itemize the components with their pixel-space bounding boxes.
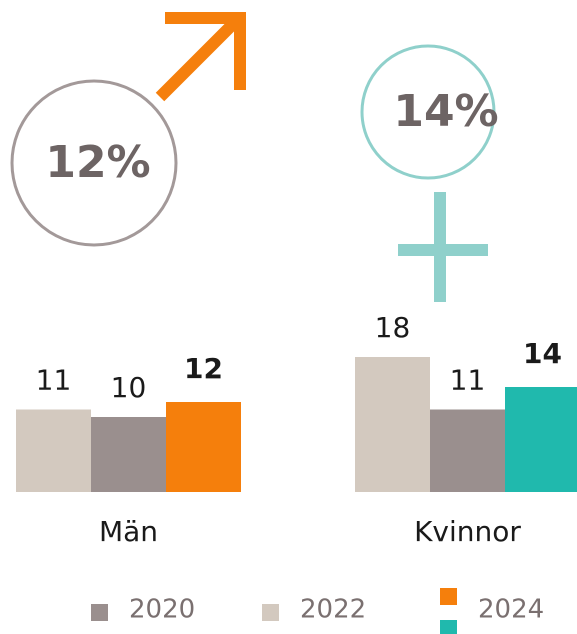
bar [355,357,430,492]
legend-swatch [440,620,457,634]
value-label: 11 [450,364,486,397]
bar [505,387,577,492]
bar [166,402,241,492]
male-arrow [155,16,241,102]
annotation: 12% [45,137,150,188]
value-label: 10 [111,371,147,404]
bar [430,409,505,492]
male-symbol [10,12,246,247]
category-label: Kvinnor [414,515,521,548]
female-circle [360,44,496,180]
annotation: 14% [393,86,498,137]
legend-swatch [440,588,457,605]
value-label: 12 [184,352,223,385]
legend-label: 2022 [300,595,366,625]
value-label: 14 [523,337,562,370]
legend-swatch [262,604,279,621]
male-arrow-head [165,12,246,90]
bar [91,417,166,492]
value-label: 11 [36,364,72,397]
bar [16,409,91,492]
female-symbol [360,44,496,302]
value-label: 18 [375,311,411,344]
legend-label: 2024 [478,595,544,625]
category-label: Män [99,515,158,548]
legend-label: 2020 [129,595,195,625]
male-circle [10,79,178,247]
legend-swatch [91,604,108,621]
